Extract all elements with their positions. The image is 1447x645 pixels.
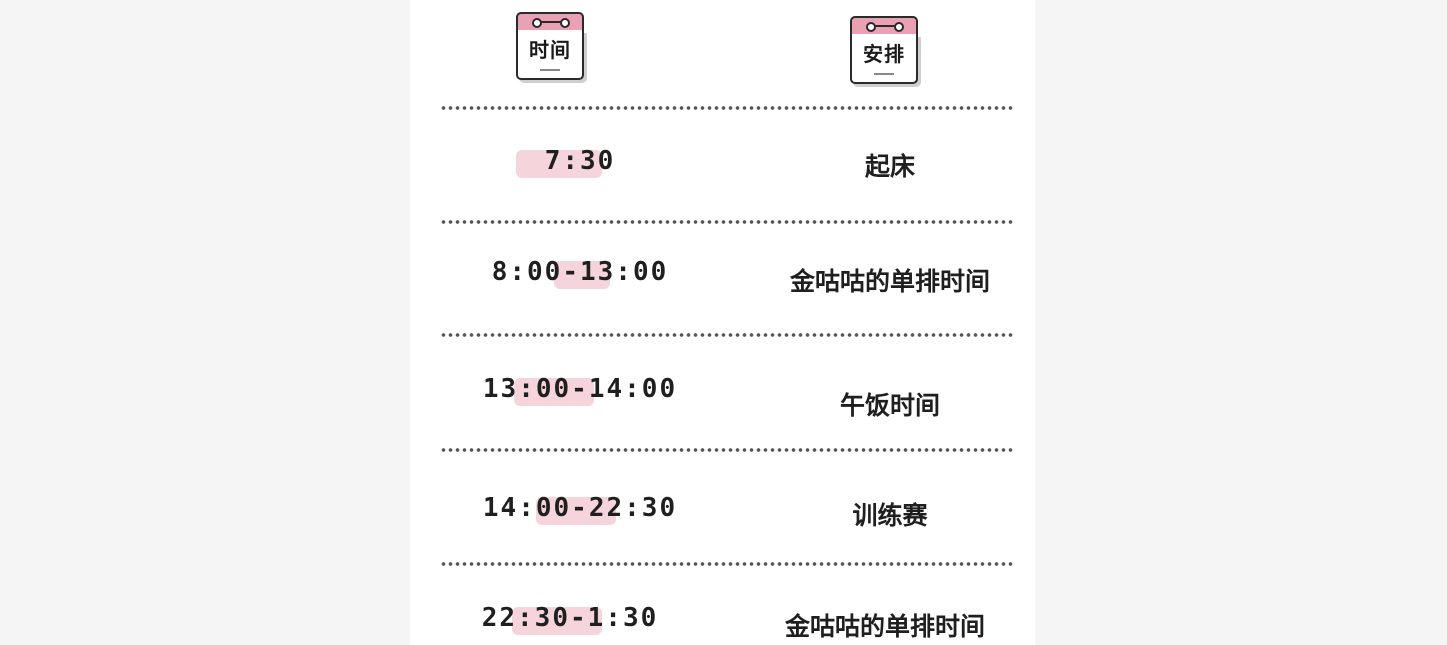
dotted-divider: [440, 332, 1015, 338]
schedule-time-2: 8:00-13:00: [491, 257, 669, 289]
schedule-time-4: 14:00-22:30: [482, 493, 678, 525]
schedule-time-3: 13:00-14:00: [482, 374, 678, 406]
schedule-activity-1: 起床: [864, 152, 915, 181]
calendar-icon-plan: 安排: [850, 16, 920, 84]
schedule-activity-4: 训练赛: [852, 501, 928, 530]
calendar-icon-time: 时间: [516, 12, 586, 80]
schedule-time-1: 7:30: [470, 146, 690, 178]
dotted-divider: [440, 219, 1015, 225]
schedule-time-5: 22:30-1:30: [481, 603, 659, 635]
dotted-divider: [440, 447, 1015, 453]
schedule-sheet: 时间 安排 7:30 起床 8:00-13:00: [410, 0, 1035, 645]
dotted-divider: [440, 561, 1015, 567]
dotted-divider: [440, 105, 1015, 111]
schedule-activity-2: 金咕咕的单排时间: [789, 267, 990, 296]
header-row: 时间 安排: [410, 12, 1035, 90]
plan-column-header: 安排: [863, 42, 905, 66]
schedule-activity-5: 金咕咕的单排时间: [784, 612, 985, 641]
time-column-header: 时间: [529, 38, 571, 62]
schedule-activity-3: 午饭时间: [839, 391, 940, 420]
